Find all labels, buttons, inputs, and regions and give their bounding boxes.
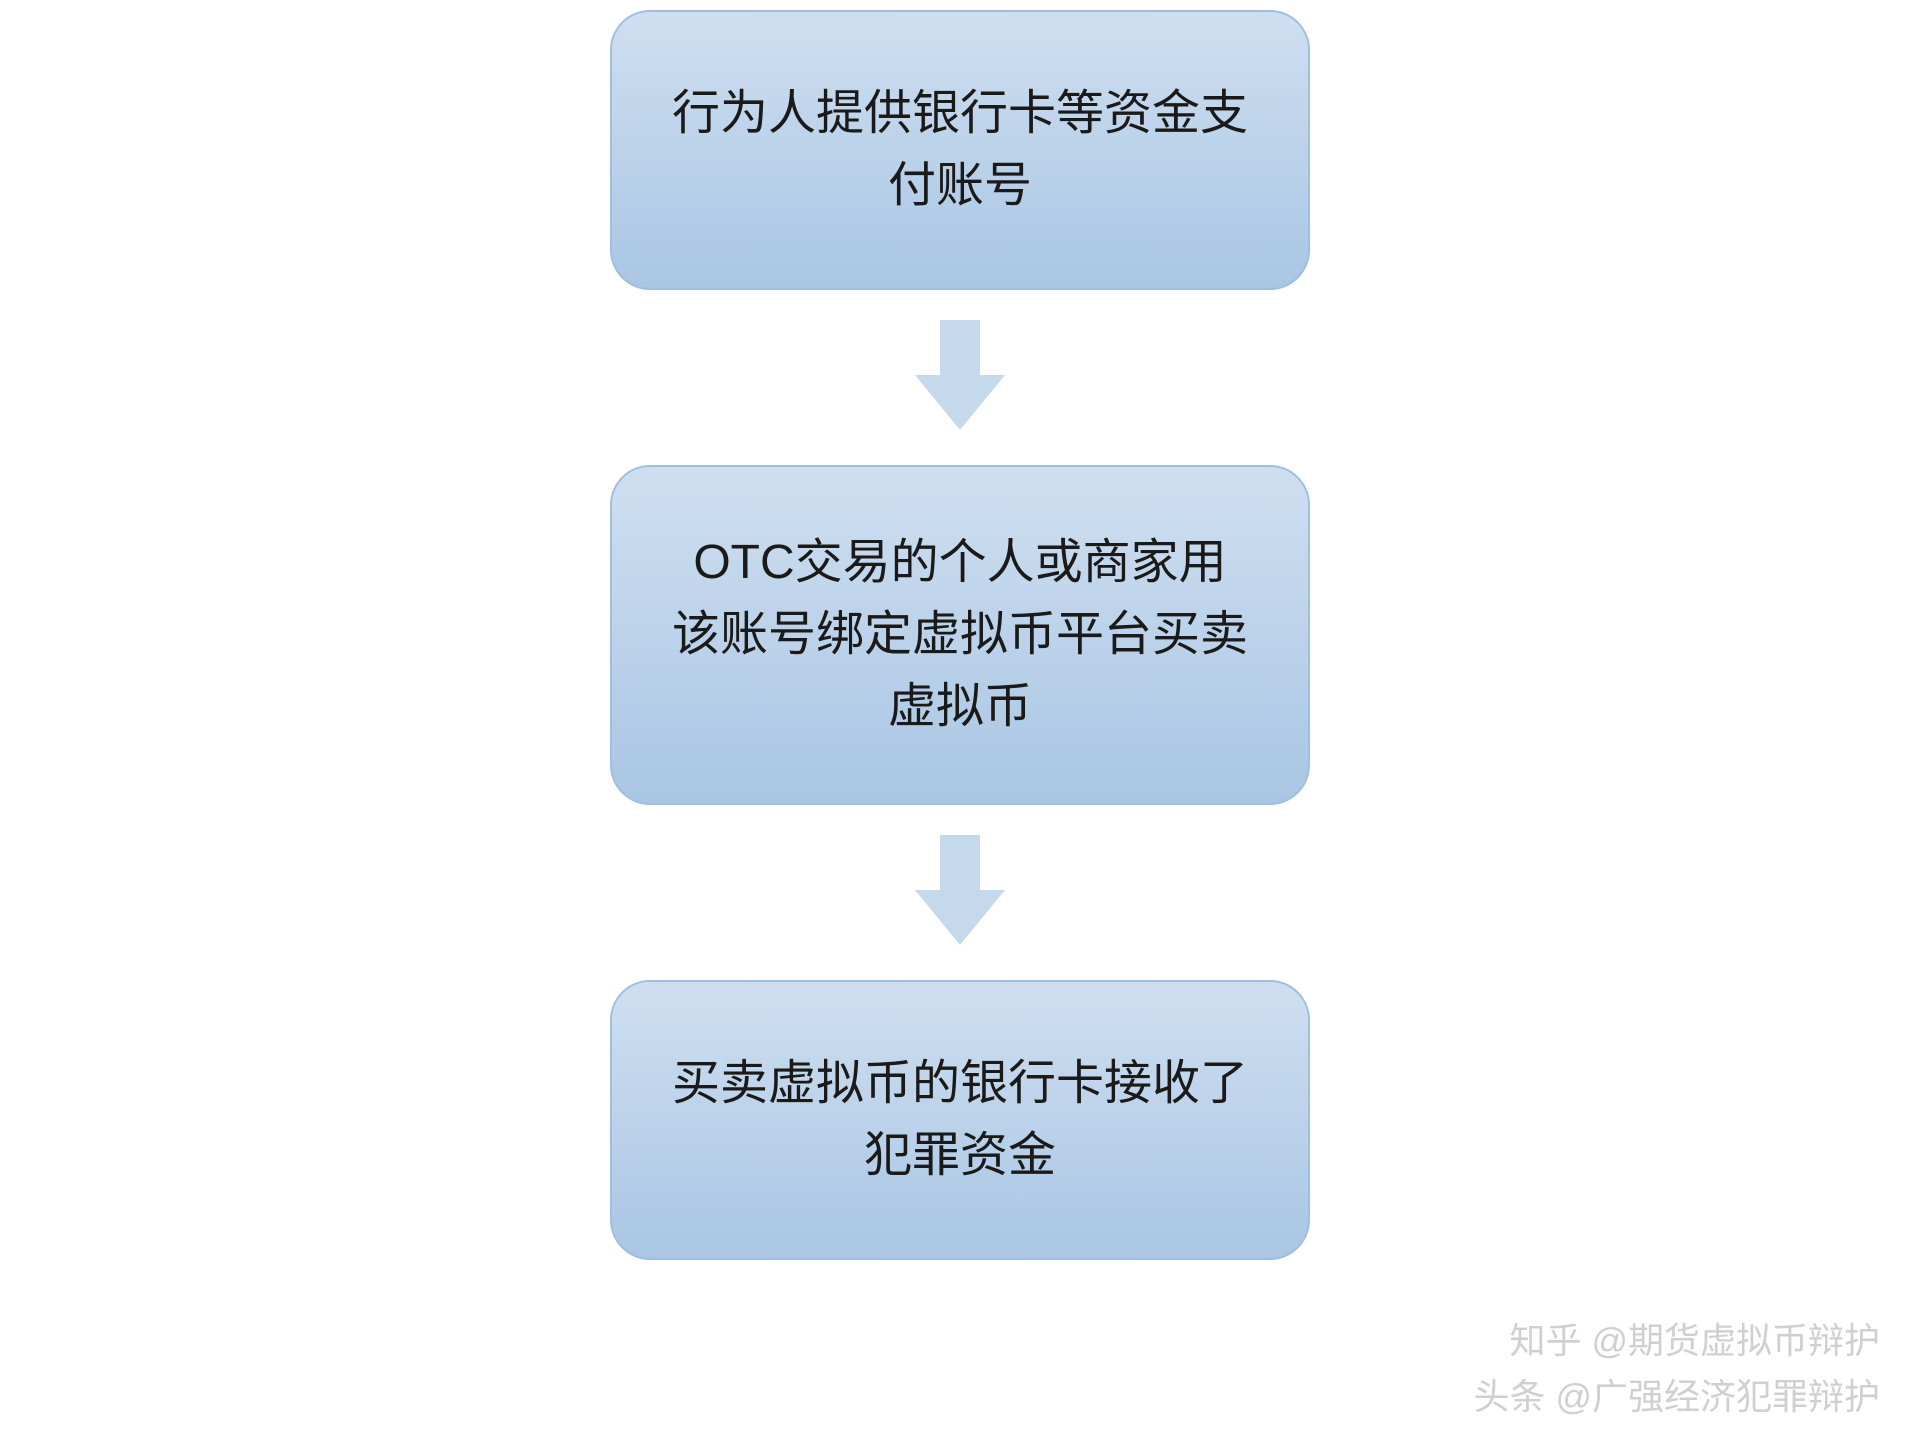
watermark-line-2: 头条 @广强经济犯罪辩护 [1473,1368,1880,1420]
arrow-1 [915,320,1005,435]
flow-node-1-text: 行为人提供银行卡等资金支付账号 [672,78,1248,222]
flow-node-2-text: OTC交易的个人或商家用该账号绑定虚拟币平台买卖虚拟币 [672,527,1248,743]
flowchart-container: 行为人提供银行卡等资金支付账号 OTC交易的个人或商家用该账号绑定虚拟币平台买卖… [610,10,1310,1260]
flow-node-3: 买卖虚拟币的银行卡接收了犯罪资金 [610,980,1310,1260]
flow-node-3-text: 买卖虚拟币的银行卡接收了犯罪资金 [672,1048,1248,1192]
arrow-2 [915,835,1005,950]
watermark-container: 知乎 @期货虚拟币辩护 头条 @广强经济犯罪辩护 [1473,1312,1880,1420]
flow-node-1: 行为人提供银行卡等资金支付账号 [610,10,1310,290]
arrow-down-icon [915,835,1005,945]
watermark-line-1: 知乎 @期货虚拟币辩护 [1509,1312,1880,1364]
flow-node-2: OTC交易的个人或商家用该账号绑定虚拟币平台买卖虚拟币 [610,465,1310,805]
arrow-down-icon [915,320,1005,430]
